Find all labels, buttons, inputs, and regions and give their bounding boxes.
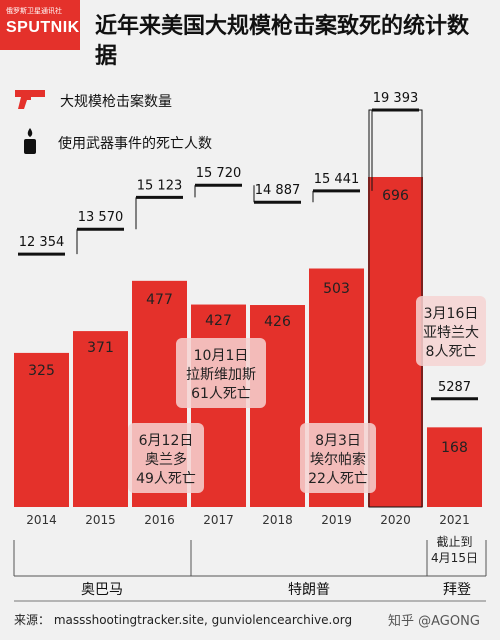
watermark: 知乎 @AGONG — [388, 614, 480, 629]
shootings-value-2015: 371 — [87, 340, 114, 356]
bar-2014 — [14, 352, 69, 507]
president-label-2: 拜登 — [443, 582, 471, 598]
deaths-value-2015: 13 570 — [78, 210, 124, 225]
x-tick-label-2014: 2014 — [26, 513, 57, 527]
gun-icon — [14, 88, 46, 114]
deaths-value-2016: 15 123 — [137, 178, 183, 193]
deaths-value-2017: 15 720 — [196, 166, 242, 181]
annotation-text-2021-1: 亚特兰大 — [423, 325, 479, 341]
deaths-value-2014: 12 354 — [19, 235, 65, 250]
note-2021-1: 4月15日 — [431, 551, 478, 565]
legend-item-deaths: 使用武器事件的死亡人数 — [14, 128, 212, 158]
president-label-1: 特朗普 — [288, 582, 330, 598]
shootings-value-2017: 427 — [205, 313, 232, 329]
sputnik-logo: 俄罗斯卫星通讯社 SPUTNIK — [0, 0, 80, 50]
annotation-text-2017-1: 拉斯维加斯 — [186, 367, 256, 383]
deaths-value-2021: 5287 — [438, 380, 471, 395]
annotation-box-2019 — [300, 423, 376, 493]
page-title: 近年来美国大规模枪击案致死的统计数据 — [95, 14, 470, 69]
x-tick-label-2020: 2020 — [380, 513, 411, 527]
shootings-value-2020: 696 — [382, 188, 409, 204]
deaths-value-2019: 15 441 — [314, 172, 360, 187]
shootings-value-2021: 168 — [441, 440, 468, 456]
annotation-text-2021-0: 3月16日 — [424, 306, 479, 322]
legend-label-deaths: 使用武器事件的死亡人数 — [58, 136, 212, 152]
deaths-value-2020: 19 393 — [373, 91, 419, 106]
annotation-text-2019-2: 22人死亡 — [308, 471, 368, 487]
note-2021-0: 截止到 — [436, 535, 472, 549]
source-text: 来源： massshootingtracker.site, gunviolenc… — [14, 613, 353, 627]
bar-2020 — [368, 177, 423, 507]
shootings-value-2018: 426 — [264, 314, 291, 330]
logo-text: SPUTNIK — [6, 19, 80, 36]
x-tick-label-2016: 2016 — [144, 513, 175, 527]
bar-2015 — [73, 331, 128, 507]
annotation-box-2021 — [416, 296, 486, 366]
x-tick-label-2017: 2017 — [203, 513, 234, 527]
x-tick-label-2015: 2015 — [85, 513, 116, 527]
president-label-0: 奥巴马 — [81, 581, 123, 598]
legend-item-shootings: 大规模枪击案数量 — [14, 88, 172, 114]
shootings-value-2019: 503 — [323, 281, 350, 297]
shootings-value-2016: 477 — [146, 292, 173, 308]
x-tick-label-2019: 2019 — [321, 513, 352, 527]
annotation-text-2019-1: 埃尔帕索 — [310, 451, 366, 468]
annotation-text-2017-0: 10月1日 — [194, 348, 249, 364]
x-tick-label-2021: 2021 — [439, 513, 470, 527]
annotation-text-2016-0: 6月12日 — [139, 433, 194, 449]
candle-icon — [22, 128, 38, 158]
annotation-text-2017-2: 61人死亡 — [191, 386, 251, 402]
legend-label-shootings: 大规模枪击案数量 — [60, 94, 172, 110]
annotation-text-2016-1: 奥兰多 — [145, 451, 187, 468]
deaths-value-2018: 14 887 — [255, 183, 301, 198]
annotation-text-2019-0: 8月3日 — [315, 433, 361, 449]
annotation-text-2021-2: 8人死亡 — [426, 344, 477, 360]
annotation-text-2016-2: 49人死亡 — [136, 471, 196, 487]
annotation-box-2017 — [176, 338, 266, 408]
shootings-value-2014: 325 — [28, 363, 55, 379]
bar-2021 — [427, 427, 482, 507]
x-tick-label-2018: 2018 — [262, 513, 293, 527]
annotation-box-2016 — [128, 423, 204, 493]
logo-subtitle: 俄罗斯卫星通讯社 — [6, 7, 62, 15]
